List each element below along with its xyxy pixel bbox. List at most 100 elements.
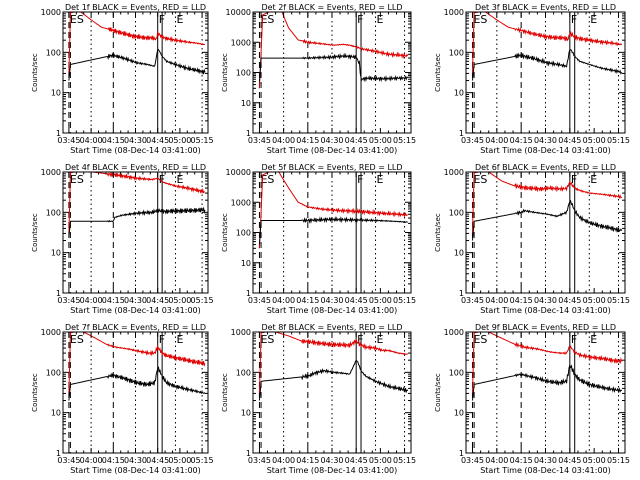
panel-5-series-lld <box>258 172 408 249</box>
panel-2-xtick-label-3: 04:30 <box>320 136 343 145</box>
panel-7: Det 7f BLACK = Events, RED = LLDESFE1101… <box>31 323 214 475</box>
panel-9-ytick-label-0: 1 <box>459 449 464 458</box>
panel-7-ylabel: Counts/sec <box>31 373 39 412</box>
panel-8-ytick-label-0: 1 <box>246 449 251 458</box>
panel-4-xtick-label-3: 04:30 <box>124 296 147 305</box>
panel-7-xtick-label-4: 04:45 <box>146 456 169 465</box>
panel-5-xtick-label-5: 05:00 <box>369 296 392 305</box>
panel-6-marker-label-0: ES <box>473 173 487 186</box>
panel-5-ytick-label-4: 10000 <box>226 168 251 177</box>
panel-7-xtick-label-3: 04:30 <box>124 456 147 465</box>
panel-2-ylabel: Counts/sec <box>221 53 229 92</box>
panel-9-xtick-label-0: 03:45 <box>461 456 484 465</box>
panel-8-xlabel: Start Time (08-Dec-14 03:41:00) <box>267 466 398 475</box>
panel-2-xtick-label-2: 04:15 <box>296 136 319 145</box>
panel-9-xtick-label-3: 04:30 <box>534 456 557 465</box>
panel-7-xtick-label-0: 03:45 <box>57 456 80 465</box>
panel-7-xlabel: Start Time (08-Dec-14 03:41:00) <box>70 466 201 475</box>
panel-6-series-lld <box>472 172 623 234</box>
panel-1-ytick-label-1: 10 <box>51 89 61 98</box>
panel-3-series-events <box>472 49 623 81</box>
panel-1: Det 1f BLACK = Events, RED = LLDESFE1101… <box>31 3 214 155</box>
panel-6-xtick-label-6: 05:15 <box>607 296 630 305</box>
panel-2-xtick-label-0: 03:45 <box>248 136 271 145</box>
panel-5-xtick-label-3: 04:30 <box>320 296 343 305</box>
panel-5-series-events <box>258 216 408 245</box>
panel-2-xtick-label-6: 05:15 <box>393 136 416 145</box>
panel-1-ylabel: Counts/sec <box>31 53 39 92</box>
panel-9-ytick-label-2: 100 <box>449 368 464 377</box>
panel-8-ytick-label-1: 10 <box>241 409 251 418</box>
panel-9-series-lld <box>472 332 623 394</box>
panel-8-title: Det 8f BLACK = Events, RED = LLD <box>261 323 402 332</box>
panel-7-xtick-label-1: 04:00 <box>80 456 103 465</box>
panel-4-ylabel: Counts/sec <box>31 213 39 252</box>
panel-1-xtick-label-1: 04:00 <box>80 136 103 145</box>
panel-2-series-lld <box>258 12 409 89</box>
panel-6-title: Det 6f BLACK = Events, RED = LLD <box>475 163 616 172</box>
panel-4-xlabel: Start Time (08-Dec-14 03:41:00) <box>70 306 201 315</box>
panel-7-marker-label-7: E <box>176 333 183 346</box>
panel-1-xtick-label-3: 04:30 <box>124 136 147 145</box>
panel-8-ytick-label-2: 100 <box>236 368 251 377</box>
panel-4-series-lld <box>68 172 206 234</box>
panel-3-series-lld <box>472 12 623 74</box>
panel-9-xlabel: Start Time (08-Dec-14 03:41:00) <box>480 466 611 475</box>
panel-3-ytick-label-0: 1 <box>459 129 464 138</box>
panel-3-ylabel: Counts/sec <box>434 53 442 92</box>
panel-2-series-events <box>258 52 409 83</box>
panel-2-title: Det 2f BLACK = Events, RED = LLD <box>261 3 402 12</box>
panel-8-xtick-label-4: 04:45 <box>345 456 368 465</box>
panel-9-series-events <box>472 364 623 401</box>
panel-7-marker-label-0: ES <box>70 333 84 346</box>
panel-5-xtick-label-2: 04:15 <box>296 296 319 305</box>
panel-7-series-events <box>68 366 206 401</box>
panel-1-xtick-label-2: 04:15 <box>102 136 125 145</box>
panel-9-marker-label-0: ES <box>473 333 487 346</box>
panel-1-ytick-label-3: 1000 <box>41 8 61 17</box>
panel-9-xtick-label-5: 05:00 <box>583 456 606 465</box>
panel-5-xtick-label-6: 05:15 <box>393 296 416 305</box>
panel-2-marker-label-7: E <box>377 13 384 26</box>
panel-1-ytick-label-0: 1 <box>56 129 61 138</box>
panel-8-marker-label-5: F <box>357 333 363 346</box>
panel-8-ytick-label-3: 1000 <box>231 328 251 337</box>
panel-3-ytick-label-3: 1000 <box>444 8 464 17</box>
panel-1-series-events <box>68 48 206 81</box>
panel-4-xtick-label-4: 04:45 <box>146 296 169 305</box>
panel-4-xtick-label-2: 04:15 <box>102 296 125 305</box>
panel-5-ytick-label-0: 1 <box>246 289 251 298</box>
panel-5-marker-label-5: F <box>357 173 363 186</box>
panel-6-xtick-label-3: 04:30 <box>534 296 557 305</box>
panel-8-marker-label-0: ES <box>260 333 274 346</box>
panel-8-xtick-label-2: 04:15 <box>296 456 319 465</box>
panel-1-xtick-label-6: 05:15 <box>191 136 214 145</box>
panel-3-xtick-label-2: 04:15 <box>510 136 533 145</box>
panel-6-xtick-label-2: 04:15 <box>510 296 533 305</box>
panel-1-marker-label-0: ES <box>70 13 84 26</box>
panel-1-xlabel: Start Time (08-Dec-14 03:41:00) <box>70 146 201 155</box>
panel-6-xtick-label-1: 04:00 <box>485 296 508 305</box>
panel-3-xtick-label-6: 05:15 <box>607 136 630 145</box>
panel-6-ytick-label-1: 10 <box>454 249 464 258</box>
panel-2-ytick-label-4: 10000 <box>226 8 251 17</box>
panel-2-xtick-label-4: 04:45 <box>345 136 368 145</box>
panel-2-ytick-label-2: 100 <box>236 69 251 78</box>
panel-5-marker-label-7: E <box>377 173 384 186</box>
panel-8-ylabel: Counts/sec <box>221 373 229 412</box>
panel-6-xtick-label-4: 04:45 <box>558 296 581 305</box>
panel-7-series-lld <box>68 332 206 394</box>
panel-5-xlabel: Start Time (08-Dec-14 03:41:00) <box>267 306 398 315</box>
panel-1-xtick-label-0: 03:45 <box>57 136 80 145</box>
panel-2-marker-label-5: F <box>357 13 363 26</box>
panel-9-xtick-label-2: 04:15 <box>510 456 533 465</box>
panel-3-ytick-label-1: 10 <box>454 89 464 98</box>
panel-6-marker-label-5: F <box>571 173 577 186</box>
panel-4-ytick-label-0: 1 <box>56 289 61 298</box>
